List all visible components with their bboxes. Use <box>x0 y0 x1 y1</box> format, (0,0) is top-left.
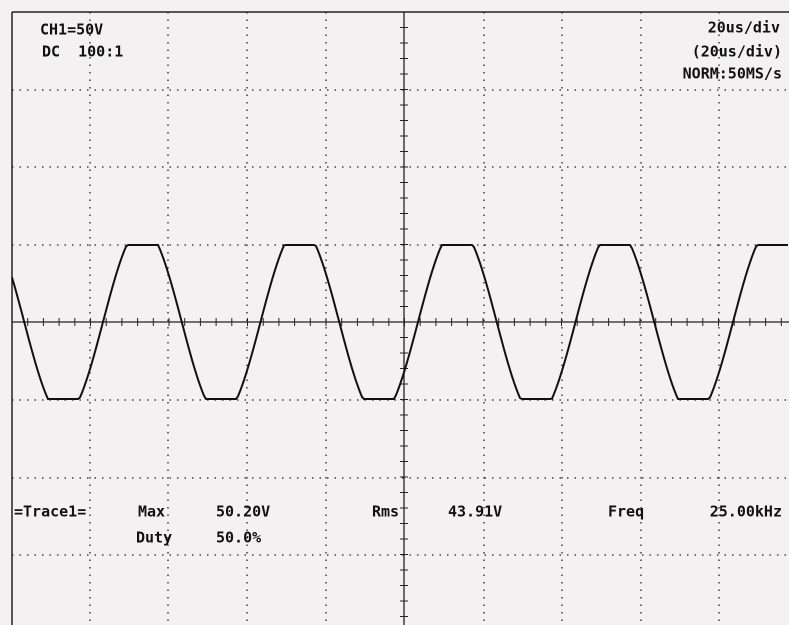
duty-label: Duty <box>136 529 172 547</box>
timebase-sub: (20us/div) <box>692 43 782 61</box>
waveform <box>11 244 788 400</box>
trace-label: =Trace1= <box>14 503 86 521</box>
freq-label: Freq <box>608 503 644 521</box>
acquire-mode: NORM:50MS/s <box>683 65 782 83</box>
coupling: DC 100:1 <box>42 43 123 61</box>
duty-value: 50.0% <box>216 529 261 547</box>
rms-value: 43.91V <box>448 503 502 521</box>
freq-value: 25.00kHz <box>710 503 782 521</box>
grid <box>12 12 789 625</box>
center-ticks <box>11 11 782 617</box>
channel: CH1=50V <box>40 21 103 39</box>
max-label: Max <box>138 503 165 521</box>
timebase: 20us/div <box>708 19 780 37</box>
rms-label: Rms <box>372 503 399 521</box>
max-value: 50.20V <box>216 503 270 521</box>
